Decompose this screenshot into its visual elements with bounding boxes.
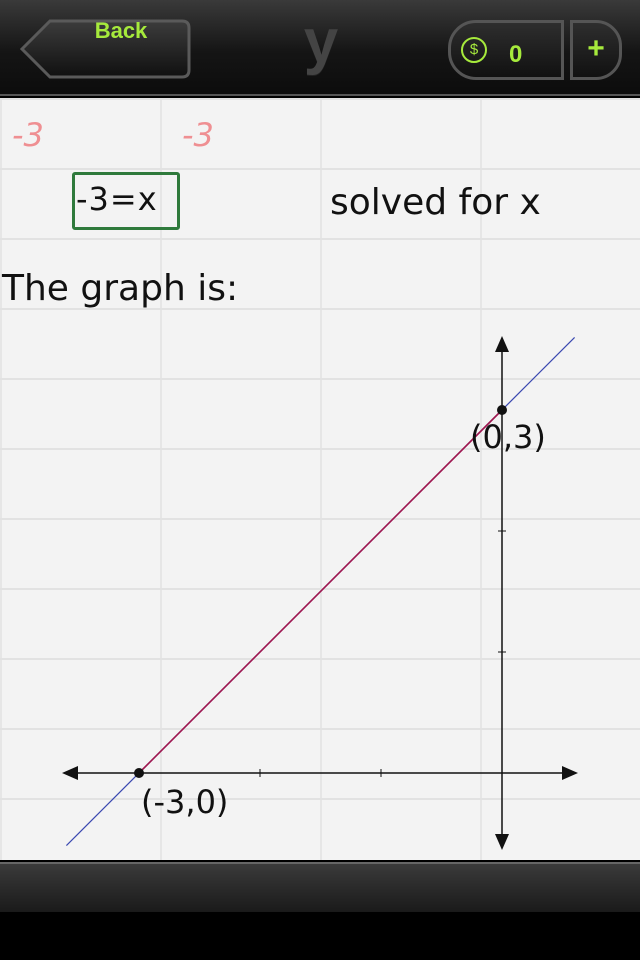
app-title: y: [303, 7, 339, 76]
navigation-bar: Back y $ 0 +: [0, 0, 640, 96]
graph-intro: The graph is:: [2, 268, 239, 309]
graph-axes: [62, 336, 578, 850]
x-axis-arrow-left: [62, 766, 78, 780]
point-label: (-3,0): [141, 783, 228, 821]
add-coins-button[interactable]: +: [570, 20, 622, 80]
point-marker: [134, 768, 144, 778]
bottom-toolbar: [0, 862, 640, 912]
back-button[interactable]: Back: [20, 18, 192, 80]
x-axis-arrow-right: [562, 766, 578, 780]
graph-lines: [65, 336, 576, 847]
point-label: (0,3): [470, 418, 546, 456]
back-button-label: Back: [94, 18, 148, 43]
subtract-right-step: -3: [182, 116, 214, 154]
solved-note: solved for x: [330, 182, 541, 223]
result-equation: -3=x: [76, 180, 158, 218]
coin-count: 0: [509, 41, 523, 68]
coin-counter[interactable]: $ 0: [448, 20, 564, 80]
coin-icon: $: [461, 37, 487, 63]
answer-box: [72, 172, 180, 230]
back-button-shape: [20, 19, 191, 79]
point-marker: [497, 405, 507, 415]
graph-points: (-3,0) (0,3): [134, 405, 546, 821]
subtract-left-step: -3: [12, 116, 44, 154]
graph: (-3,0) (0,3): [62, 336, 578, 850]
segment-between-intercepts: [138, 409, 503, 774]
lesson-content: -3 -3 -3=x solved for x The graph is: (-…: [0, 98, 640, 860]
y-axis-arrow-down: [495, 834, 509, 850]
y-axis-arrow-up: [495, 336, 509, 352]
